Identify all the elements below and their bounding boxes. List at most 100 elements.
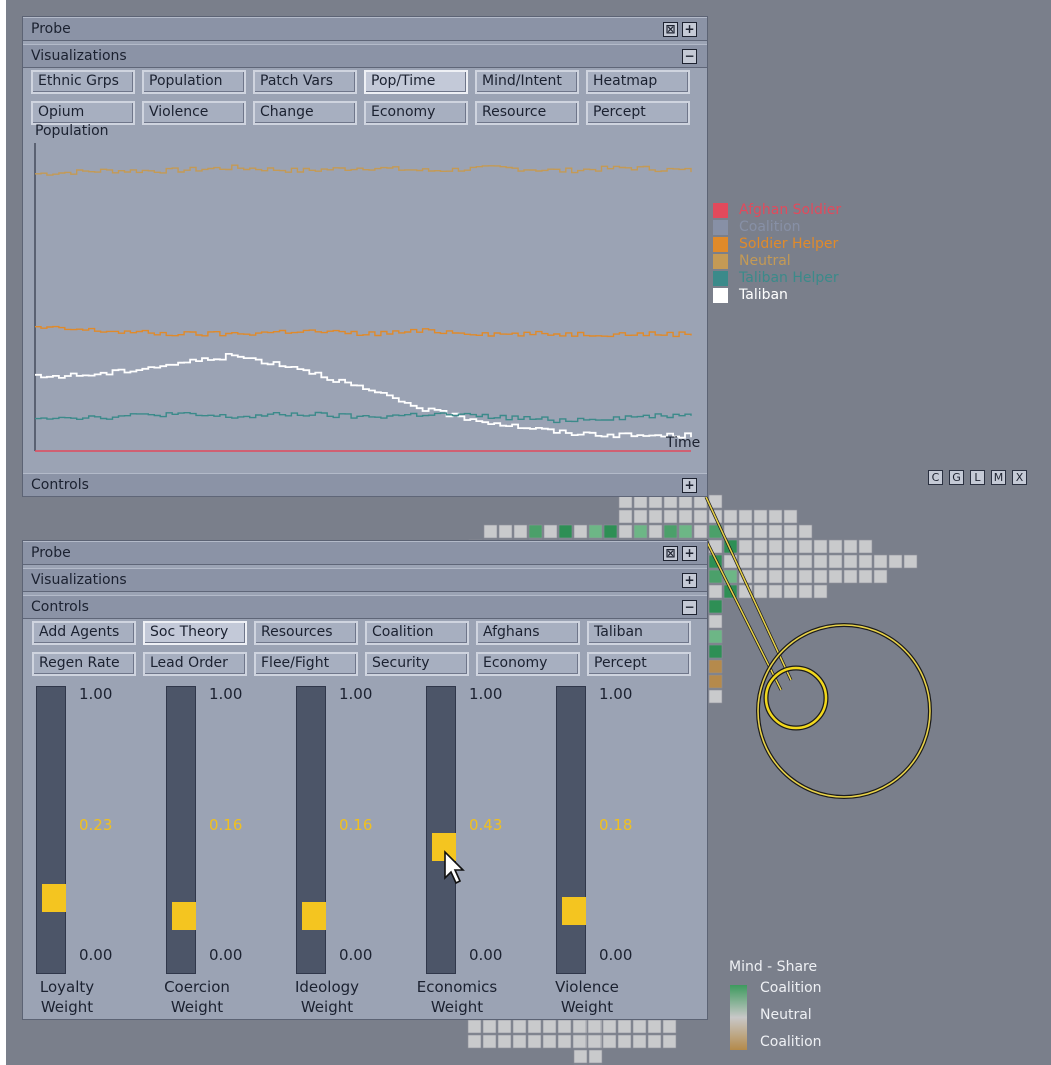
map-cell[interactable] xyxy=(527,1019,542,1034)
map-cell[interactable] xyxy=(723,524,738,539)
map-cell[interactable] xyxy=(708,614,723,629)
map-cell[interactable] xyxy=(783,539,798,554)
expand-icon[interactable]: + xyxy=(682,573,697,588)
map-cell[interactable] xyxy=(647,1034,662,1049)
security-button[interactable]: Security xyxy=(365,652,469,676)
map-cell[interactable] xyxy=(768,569,783,584)
heatmap-button[interactable]: Heatmap xyxy=(586,70,690,94)
map-cell[interactable] xyxy=(798,569,813,584)
map-cell[interactable] xyxy=(903,554,918,569)
map-control-x-button[interactable]: X xyxy=(1012,470,1027,485)
map-cell[interactable] xyxy=(768,524,783,539)
map-cell[interactable] xyxy=(798,539,813,554)
map-cell[interactable] xyxy=(813,554,828,569)
violence-button[interactable]: Violence xyxy=(142,101,246,125)
map-cell[interactable] xyxy=(753,509,768,524)
collapse-icon[interactable]: − xyxy=(682,49,697,64)
map-cell[interactable] xyxy=(543,524,558,539)
map-cell[interactable] xyxy=(617,1034,632,1049)
expand-icon[interactable]: + xyxy=(682,546,697,561)
map-cell[interactable] xyxy=(768,509,783,524)
map-cell[interactable] xyxy=(662,1019,677,1034)
map-cell[interactable] xyxy=(513,524,528,539)
collapse-icon[interactable]: − xyxy=(682,600,697,615)
expand-icon[interactable]: + xyxy=(682,22,697,37)
close-icon[interactable]: ⊠ xyxy=(663,22,678,37)
map-cell[interactable] xyxy=(843,554,858,569)
map-cell[interactable] xyxy=(497,1034,512,1049)
map-cell[interactable] xyxy=(708,629,723,644)
ethnic-grps-button[interactable]: Ethnic Grps xyxy=(31,70,135,94)
map-cell[interactable] xyxy=(587,1034,602,1049)
economy-button[interactable]: Economy xyxy=(364,101,468,125)
map-cell[interactable] xyxy=(602,1034,617,1049)
map-cell[interactable] xyxy=(813,584,828,599)
map-cell[interactable] xyxy=(783,569,798,584)
map-cell[interactable] xyxy=(557,1034,572,1049)
map-cell[interactable] xyxy=(708,599,723,614)
map-cell[interactable] xyxy=(723,509,738,524)
map-control-g-button[interactable]: G xyxy=(949,470,964,485)
map-cell[interactable] xyxy=(738,539,753,554)
map-cell[interactable] xyxy=(512,1034,527,1049)
map-cell[interactable] xyxy=(572,1034,587,1049)
slider-track[interactable] xyxy=(426,686,456,974)
economy-button[interactable]: Economy xyxy=(476,652,580,676)
map-cell[interactable] xyxy=(663,509,678,524)
map-cell[interactable] xyxy=(708,584,723,599)
regen-rate-button[interactable]: Regen Rate xyxy=(32,652,136,676)
slider-track[interactable] xyxy=(556,686,586,974)
map-cell[interactable] xyxy=(858,554,873,569)
map-cell[interactable] xyxy=(828,554,843,569)
map-cell[interactable] xyxy=(557,1019,572,1034)
map-cell[interactable] xyxy=(888,554,903,569)
controls-header[interactable]: Controls + xyxy=(23,473,707,497)
map-control-c-button[interactable]: C xyxy=(928,470,943,485)
map-cell[interactable] xyxy=(587,1019,602,1034)
map-cell[interactable] xyxy=(738,509,753,524)
change-button[interactable]: Change xyxy=(253,101,357,125)
map-cell[interactable] xyxy=(798,524,813,539)
percept-button[interactable]: Percept xyxy=(587,652,691,676)
map-cell[interactable] xyxy=(498,524,513,539)
map-cell[interactable] xyxy=(603,524,618,539)
map-cell[interactable] xyxy=(813,569,828,584)
map-control-m-button[interactable]: M xyxy=(991,470,1006,485)
resources-button[interactable]: Resources xyxy=(254,621,358,645)
visualizations-header[interactable]: Visualizations + xyxy=(23,568,707,592)
map-cell[interactable] xyxy=(798,554,813,569)
slider-handle[interactable] xyxy=(42,884,66,913)
map-cell[interactable] xyxy=(738,524,753,539)
slider-track[interactable] xyxy=(36,686,66,974)
map-cell[interactable] xyxy=(783,524,798,539)
opium-button[interactable]: Opium xyxy=(31,101,135,125)
pop-time-button[interactable]: Pop/Time xyxy=(364,70,468,94)
map-cell[interactable] xyxy=(632,1019,647,1034)
percept-button[interactable]: Percept xyxy=(586,101,690,125)
visualizations-header[interactable]: Visualizations − xyxy=(23,44,707,68)
coalition-button[interactable]: Coalition xyxy=(365,621,469,645)
map-cell[interactable] xyxy=(588,1049,603,1064)
map-cell[interactable] xyxy=(873,569,888,584)
map-cell[interactable] xyxy=(528,524,543,539)
map-cell[interactable] xyxy=(617,1019,632,1034)
map-cell[interactable] xyxy=(558,524,573,539)
map-cell[interactable] xyxy=(783,554,798,569)
map-cell[interactable] xyxy=(633,509,648,524)
map-cell[interactable] xyxy=(708,569,723,584)
map-cell[interactable] xyxy=(467,1034,482,1049)
map-cell[interactable] xyxy=(828,539,843,554)
map-cell[interactable] xyxy=(497,1019,512,1034)
slider-handle[interactable] xyxy=(432,832,456,861)
map-cell[interactable] xyxy=(753,569,768,584)
map-cell[interactable] xyxy=(768,554,783,569)
map-cell[interactable] xyxy=(753,554,768,569)
map-cell[interactable] xyxy=(482,1034,497,1049)
map-cell[interactable] xyxy=(662,1034,677,1049)
resource-button[interactable]: Resource xyxy=(475,101,579,125)
map-cell[interactable] xyxy=(693,524,708,539)
map-cell[interactable] xyxy=(483,524,498,539)
map-cell[interactable] xyxy=(708,659,723,674)
lead-order-button[interactable]: Lead Order xyxy=(143,652,247,676)
map-cell[interactable] xyxy=(708,689,723,704)
